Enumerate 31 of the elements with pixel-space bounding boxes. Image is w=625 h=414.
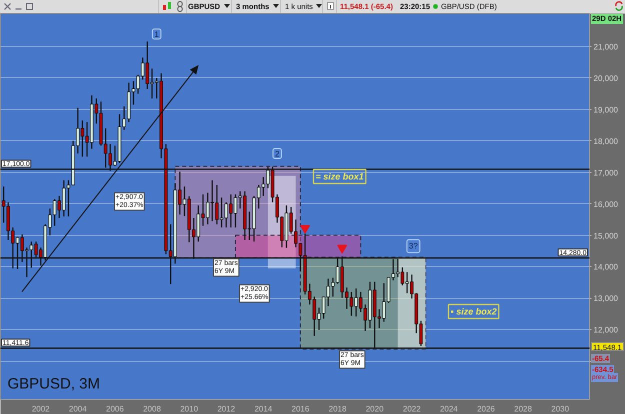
y-tick-label: 19,000 [594,105,619,114]
annotation: 2 [275,149,280,158]
x-tick-label: 2014 [254,404,273,414]
x-tick-label: 2024 [440,404,458,414]
annotation: = size box1 [316,172,364,182]
x-tick-label: 2004 [68,404,88,414]
x-tick-label: 2028 [514,404,533,414]
x-tick-label: 2002 [32,404,50,414]
y-tick-label: 18,000 [594,136,619,146]
text: GBPUSD, 3M [8,376,100,392]
y-tick-label: 13,000 [594,294,619,304]
y-tick-label: 14,000 [594,262,619,272]
x-tick-label: 2022 [402,404,422,414]
x-tick-label: 2008 [143,404,162,414]
y-tick-label: 20,000 [594,74,619,83]
x-tick-label: 2026 [477,404,496,414]
x-tick-label: 2018 [328,404,348,414]
y-tick-label: 12,000 [594,326,619,335]
x-tick-label: 2012 [217,404,236,414]
x-tick-label: 2030 [551,404,570,414]
y-tick-label: 15,000 [594,231,619,240]
x-tick-label: 2010 [180,404,199,414]
annotation: ▪ size box2 [450,306,497,316]
x-tick-label: 2020 [366,404,384,414]
x-tick-label: 2006 [106,404,124,414]
annotation: 1 [154,30,160,39]
y-tick-label: 21,000 [594,42,619,52]
annotation: 3? [408,242,418,251]
y-tick-label: 17,000 [594,168,619,178]
x-tick-label: 2016 [292,404,310,414]
y-tick-label: 16,000 [594,200,619,209]
